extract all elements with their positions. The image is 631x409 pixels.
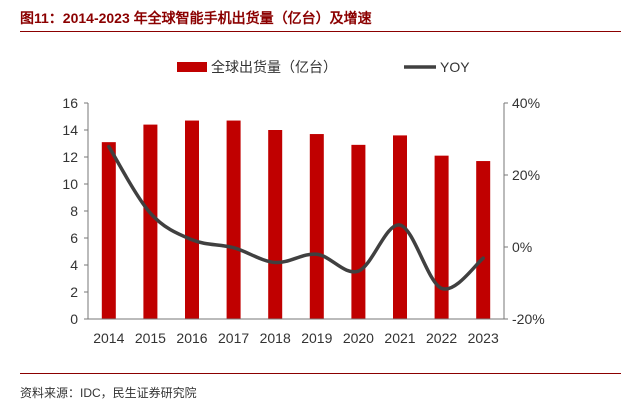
legend-label-yoy: YOY: [440, 59, 470, 75]
left-tick-label: 6: [70, 230, 78, 246]
bar-2014: [101, 142, 116, 319]
bar-2021: [393, 135, 407, 319]
legend-label-shipments: 全球出货量（亿台）: [211, 59, 337, 75]
right-tick-label: 20%: [512, 167, 540, 183]
left-tick-label: 12: [62, 149, 78, 165]
title-divider: [20, 31, 621, 32]
left-tick-label: 2: [70, 284, 78, 300]
bar-2016: [185, 120, 199, 319]
x-tick-label: 2019: [301, 330, 332, 346]
x-tick-label: 2015: [135, 330, 166, 346]
bar-2019: [309, 134, 324, 319]
bar-2018: [268, 130, 283, 319]
x-tick-label: 2020: [343, 330, 374, 346]
left-tick-label: 14: [62, 122, 78, 138]
bar-2022: [434, 155, 449, 319]
bar-2023: [476, 161, 491, 319]
x-tick-label: 2023: [468, 330, 499, 346]
bar-2015: [143, 124, 158, 319]
x-tick-label: 2017: [218, 330, 249, 346]
left-tick-label: 4: [70, 257, 78, 273]
chart-source: 资料来源：IDC，民生证券研究院: [20, 386, 197, 400]
right-tick-label: 0%: [512, 239, 532, 255]
legend-swatch-shipments: [177, 62, 207, 72]
x-tick-label: 2021: [384, 330, 415, 346]
left-tick-label: 10: [62, 176, 78, 192]
bar-2020: [351, 144, 366, 319]
x-tick-label: 2016: [176, 330, 207, 346]
right-tick-label: -20%: [512, 311, 545, 327]
right-tick-label: 40%: [512, 95, 540, 111]
left-tick-label: 16: [62, 95, 78, 111]
x-tick-label: 2014: [93, 330, 124, 346]
source-divider: [20, 373, 621, 374]
bar-2017: [226, 120, 241, 319]
yoy-line: [107, 144, 485, 291]
x-tick-label: 2022: [426, 330, 457, 346]
left-tick-label: 0: [70, 311, 78, 327]
left-tick-label: 8: [70, 203, 78, 219]
chart-title: 图11：2014-2023 年全球智能手机出货量（亿台）及增速: [20, 10, 372, 26]
x-tick-label: 2018: [260, 330, 291, 346]
